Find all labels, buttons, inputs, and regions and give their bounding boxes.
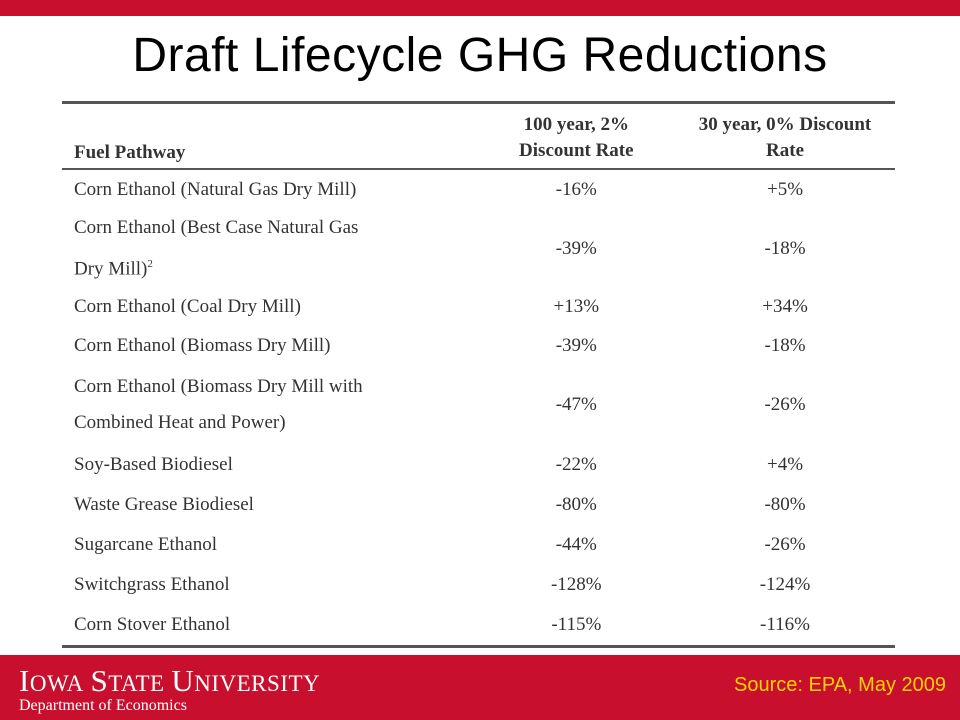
fuel-pathway-text: Corn Ethanol (Natural Gas Dry Mill) — [74, 179, 357, 200]
value-30yr: -26% — [764, 394, 806, 416]
value-100yr: -39% — [555, 237, 597, 259]
value-30yr: -26% — [764, 534, 806, 556]
fuel-pathway-cell: Corn Ethanol (Best Case Natural Gas Dry M… — [62, 210, 478, 287]
header-100-year: 100 year, 2% Discount Rate — [478, 103, 675, 170]
value-30yr: +5% — [766, 179, 804, 200]
value-100yr: -39% — [555, 334, 597, 356]
table-row: Corn Ethanol (Natural Gas Dry Mill) -16%… — [62, 169, 895, 210]
fuel-pathway-text: Corn Ethanol (Best Case Natural Gas — [74, 217, 359, 238]
fuel-pathway-cell: Soy-Based Biodiesel — [62, 445, 478, 485]
table-header-row: Fuel Pathway 100 year, 2% Discount Rate 3… — [62, 102, 895, 170]
fuel-pathway-cell: Corn Ethanol (Biomass Dry Mill) — [62, 326, 478, 365]
fuel-pathway-text: Corn Ethanol (Coal Dry Mill) — [74, 295, 301, 317]
university-wordmark: IOWA STATE UNIVERSITY — [19, 663, 321, 698]
value-30yr: +34% — [762, 295, 808, 317]
table-row: Soy-Based Biodiesel -22% +4% — [62, 445, 895, 485]
value-30yr: -18% — [764, 237, 806, 259]
value-30yr: -116% — [760, 614, 810, 636]
value-30yr: +4% — [766, 454, 804, 476]
fuel-pathway-cell: Waste Grease Biodiesel — [62, 485, 478, 525]
table-row: Corn Stover Ethanol -115% -116% — [62, 605, 895, 647]
table-row: Switchgrass Ethanol -128% -124% — [62, 565, 895, 605]
fuel-pathway-text: Switchgrass Ethanol — [74, 574, 230, 596]
fuel-pathway-cell: Sugarcane Ethanol — [62, 525, 478, 565]
table-row: Sugarcane Ethanol -44% -26% — [62, 525, 895, 565]
footer-band — [0, 655, 960, 720]
value-100yr: -115% — [551, 614, 602, 636]
header-30-line1: 30 year, 0% Discount — [698, 114, 872, 135]
fuel-pathway-text: Sugarcane Ethanol — [74, 534, 217, 556]
value-30yr: -80% — [764, 494, 806, 516]
fuel-pathway-text: Corn Ethanol (Biomass Dry Mill) — [74, 334, 331, 356]
header-100-line1: 100 year, 2% — [523, 114, 629, 135]
table-row: Corn Ethanol (Biomass Dry Mill with Combi… — [62, 365, 895, 445]
university-logo: IOWA STATE UNIVERSITY — [19, 663, 320, 699]
fuel-pathway-text: Soy-Based Biodiesel — [74, 454, 233, 476]
value-100yr: -22% — [555, 454, 597, 476]
value-100yr: -80% — [555, 494, 597, 516]
fuel-pathway-cell: Corn Ethanol (Biomass Dry Mill with Combi… — [62, 365, 478, 445]
value-100yr: -128% — [550, 574, 602, 596]
table-row: Corn Ethanol (Best Case Natural Gas Dry M… — [62, 210, 895, 287]
fuel-pathway-text: Corn Ethanol (Biomass Dry Mill with — [74, 376, 363, 398]
value-30yr: -18% — [764, 334, 806, 356]
value-30yr: -124% — [759, 574, 811, 596]
source-citation: Source: EPA, May 2009 — [734, 674, 946, 696]
value-100yr: +13% — [553, 295, 600, 317]
department-label: Department of Economics — [19, 697, 187, 714]
fuel-pathway-text-line2: Combined Heat and Power) — [74, 412, 286, 434]
value-100yr: -47% — [555, 394, 597, 416]
fuel-pathway-cell: Switchgrass Ethanol — [62, 565, 478, 605]
top-red-bar — [0, 0, 960, 16]
fuel-pathway-text-line2: Dry Mill) — [74, 258, 148, 280]
footnote-marker: 2 — [147, 258, 153, 270]
header-30-line2: Rate — [766, 140, 804, 161]
value-100yr: -16% — [555, 179, 597, 200]
table-row: Corn Ethanol (Biomass Dry Mill) -39% -18… — [62, 326, 895, 365]
fuel-pathway-cell: Corn Ethanol (Coal Dry Mill) — [62, 287, 478, 326]
header-fuel-pathway: Fuel Pathway — [74, 142, 186, 163]
table-row: Waste Grease Biodiesel -80% -80% — [62, 485, 895, 525]
value-100yr: -44% — [555, 534, 597, 556]
fuel-pathway-text: Waste Grease Biodiesel — [74, 494, 254, 516]
fuel-pathway-cell: Corn Stover Ethanol — [62, 605, 478, 647]
header-30-year: 30 year, 0% Discount Rate — [675, 103, 895, 170]
ghg-reductions-table: Fuel Pathway 100 year, 2% Discount Rate 3… — [62, 101, 895, 648]
slide-title: Draft Lifecycle GHG Reductions — [132, 29, 828, 82]
fuel-pathway-text: Corn Stover Ethanol — [74, 614, 231, 636]
fuel-pathway-cell: Corn Ethanol (Natural Gas Dry Mill) — [62, 169, 478, 210]
header-100-line2: Discount Rate — [519, 140, 634, 161]
table-row: Corn Ethanol (Coal Dry Mill) +13% +34% — [62, 287, 895, 326]
